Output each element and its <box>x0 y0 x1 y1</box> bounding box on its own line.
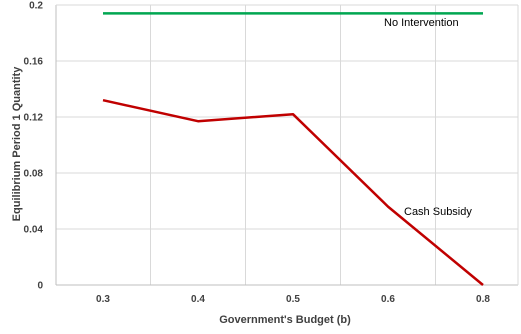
x-tick-label: 0.8 <box>476 294 490 305</box>
axes <box>55 4 519 286</box>
x-tick-label: 0.3 <box>96 294 110 305</box>
x-tick-label: 0.4 <box>191 294 205 305</box>
y-tick-label: 0 <box>37 281 43 292</box>
y-tick-label: 0.16 <box>24 57 44 68</box>
annotation-cash-subsidy: Cash Subsidy <box>404 206 472 218</box>
y-tick-label: 0.08 <box>24 169 44 180</box>
y-tick-label: 0.12 <box>24 113 44 124</box>
x-tick-label: 0.5 <box>286 294 300 305</box>
series-lines <box>102 12 484 286</box>
y-tick-label: 0.2 <box>29 1 43 12</box>
y-axis-title: Equilibrium Period 1 Quantity <box>11 66 23 222</box>
series-line-cash-subsidy <box>102 98 484 286</box>
annotation-no-intervention: No Intervention <box>384 17 459 29</box>
labels: 0 0.04 0.08 0.12 0.16 0.2 0.3 0.4 0.5 0.6 0.8 No In… <box>24 1 491 306</box>
x-tick-label: 0.6 <box>381 294 395 305</box>
y-tick-label: 0.04 <box>24 225 44 236</box>
x-axis-title: Government's Budget (b) <box>219 314 351 326</box>
